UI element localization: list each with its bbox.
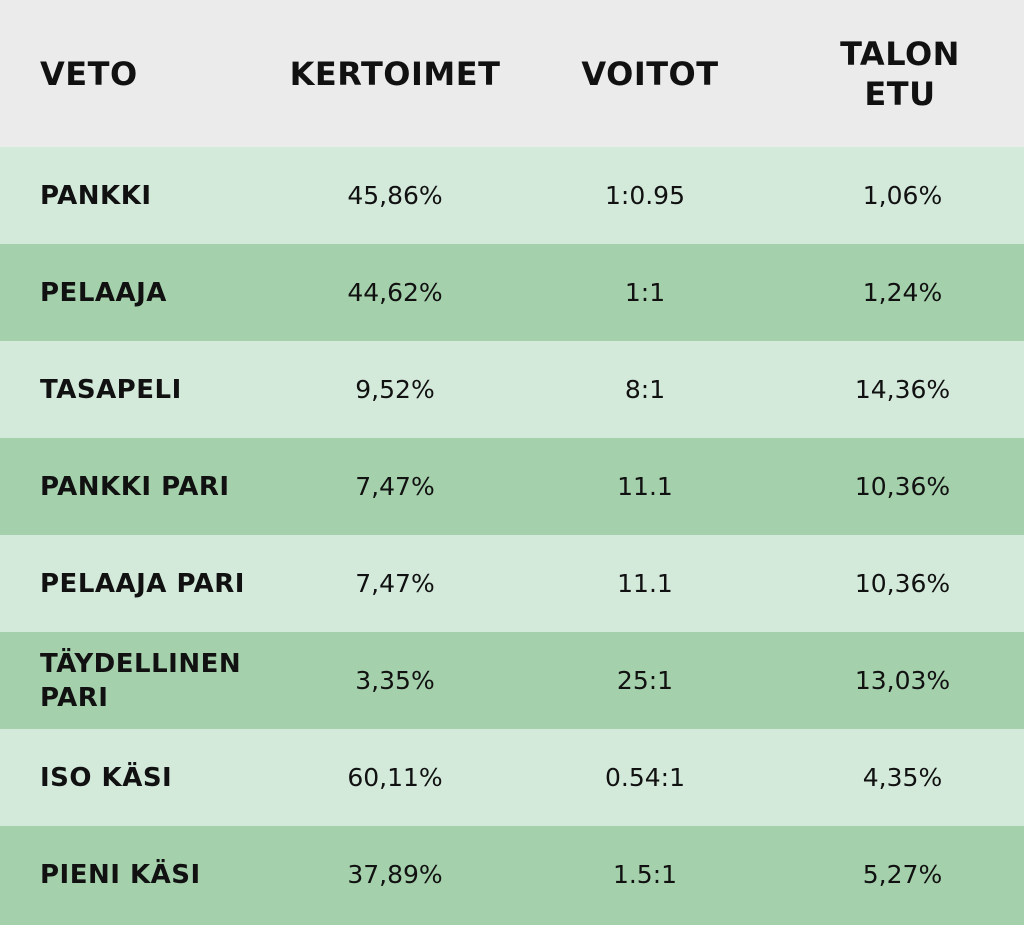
table-row: TASAPELI 9,52% 8:1 14,36% (0, 341, 1024, 438)
talon-etu-cell: 14,36% (854, 374, 951, 404)
voitot-cell: 11.1 (617, 471, 673, 501)
voitot-cell: 1:0.95 (605, 180, 685, 210)
voitot-cell: 1:1 (624, 277, 666, 307)
table-row: PIENI KÄSI 37,89% 1.5:1 5,27% (0, 826, 1024, 925)
table-row: PELAAJA 44,62% 1:1 1,24% (0, 244, 1024, 341)
voitot-cell: 1.5:1 (612, 859, 678, 889)
veto-cell: ISO KÄSI (40, 762, 173, 793)
talon-etu-cell: 1,06% (862, 180, 943, 210)
table-row: ISO KÄSI 60,11% 0.54:1 4,35% (0, 729, 1024, 826)
veto-cell: PELAAJA (40, 277, 167, 308)
table-row: PANKKI 45,86% 1:0.95 1,06% (0, 147, 1024, 244)
voitot-cell: 0.54:1 (605, 762, 685, 792)
veto-cell: PANKKI PARI (40, 471, 230, 502)
table-row: TÄYDELLINEN PARI 3,35% 25:1 13,03% (0, 632, 1024, 729)
veto-cell: TASAPELI (40, 374, 182, 405)
kertoimet-cell: 3,35% (355, 665, 435, 695)
table-row: PELAAJA PARI 7,47% 11.1 10,36% (0, 535, 1024, 632)
kertoimet-cell: 45,86% (347, 180, 443, 210)
veto-cell: PELAAJA PARI (40, 568, 245, 599)
header-talon-etu: TALON ETU (780, 0, 1020, 147)
talon-etu-cell: 5,27% (862, 859, 943, 889)
table-row: PANKKI PARI 7,47% 11.1 10,36% (0, 438, 1024, 535)
talon-etu-cell: 13,03% (854, 665, 951, 695)
kertoimet-cell: 60,11% (347, 762, 443, 792)
header-veto: VETO (40, 54, 138, 93)
kertoimet-cell: 7,47% (355, 471, 435, 501)
kertoimet-cell: 7,47% (355, 568, 435, 598)
kertoimet-cell: 44,62% (347, 277, 443, 307)
talon-etu-cell: 4,35% (862, 762, 943, 792)
veto-cell: PANKKI (40, 180, 152, 211)
talon-etu-cell: 10,36% (854, 568, 951, 598)
kertoimet-cell: 37,89% (347, 859, 443, 889)
table-header: VETO KERTOIMET VOITOT TALON ETU (0, 0, 1024, 147)
voitot-cell: 11.1 (617, 568, 673, 598)
talon-etu-cell: 1,24% (862, 277, 943, 307)
veto-cell: TÄYDELLINEN PARI (40, 648, 242, 713)
voitot-cell: 25:1 (616, 665, 674, 695)
header-talon-etu-label: TALON ETU (840, 34, 960, 113)
header-voitot: VOITOT (581, 54, 719, 93)
header-kertoimet: KERTOIMET (289, 54, 501, 93)
kertoimet-cell: 9,52% (355, 374, 435, 404)
veto-cell: PIENI KÄSI (40, 859, 201, 890)
talon-etu-cell: 10,36% (854, 471, 951, 501)
voitot-cell: 8:1 (624, 374, 666, 404)
